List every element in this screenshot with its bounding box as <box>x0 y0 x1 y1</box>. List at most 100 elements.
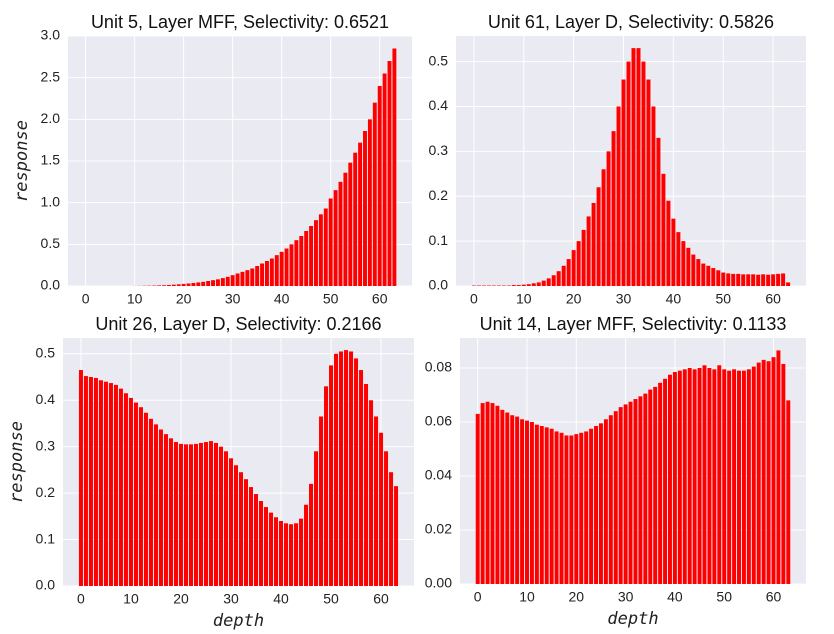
bar <box>259 501 264 586</box>
bar <box>181 283 186 286</box>
bar <box>601 169 606 286</box>
bar <box>589 428 594 584</box>
chart-title: Unit 5, Layer MFF, Selectivity: 0.6521 <box>91 12 389 32</box>
bar <box>245 270 250 286</box>
bar <box>203 442 208 586</box>
x-tick-label: 30 <box>225 291 241 307</box>
bar <box>653 386 658 584</box>
x-tick-label: 20 <box>173 591 189 607</box>
bar <box>556 271 561 286</box>
bar <box>218 446 223 586</box>
bar <box>676 232 681 286</box>
x-tick-label: 40 <box>667 589 683 605</box>
bar <box>633 399 638 584</box>
bar <box>564 435 569 584</box>
bar <box>591 202 596 286</box>
bar <box>294 240 299 286</box>
bar <box>264 261 269 286</box>
bar <box>531 283 536 286</box>
bar <box>176 284 181 286</box>
y-tick-label: 0.02 <box>425 521 452 537</box>
x-tick-label: 60 <box>372 291 388 307</box>
bar <box>309 226 314 286</box>
bar <box>697 367 702 584</box>
bar <box>279 520 284 586</box>
bar <box>638 396 643 584</box>
bar <box>254 494 259 586</box>
x-tick-label: 60 <box>765 291 781 307</box>
bar <box>379 432 384 586</box>
bar <box>641 61 646 287</box>
bar <box>623 404 628 584</box>
bar <box>485 401 490 584</box>
bar <box>171 284 176 286</box>
bar <box>712 369 717 584</box>
bar <box>510 415 515 584</box>
x-tick-label: 50 <box>323 291 339 307</box>
bar <box>746 274 751 286</box>
bar <box>128 397 133 586</box>
bar <box>505 412 510 584</box>
y-tick-label: 0.06 <box>425 413 452 429</box>
x-axis-label: depth <box>213 611 264 631</box>
bar <box>761 274 766 286</box>
bar <box>636 48 641 286</box>
bar <box>211 280 216 286</box>
bar <box>255 266 260 286</box>
bar <box>716 270 721 286</box>
bar <box>686 247 691 286</box>
bar <box>108 383 113 586</box>
x-tick-label: 10 <box>127 291 143 307</box>
bar <box>220 278 225 286</box>
bar <box>611 131 616 286</box>
x-tick-label: 20 <box>176 291 192 307</box>
bar <box>566 259 571 286</box>
bar <box>318 214 323 286</box>
bar <box>766 361 771 584</box>
bar <box>658 382 663 584</box>
y-tick-label: 0.5 <box>36 344 56 360</box>
bar <box>213 442 218 586</box>
x-tick-label: 40 <box>274 291 290 307</box>
bar <box>339 351 344 586</box>
bar <box>579 432 584 584</box>
bar <box>284 523 289 586</box>
bar <box>274 255 279 286</box>
bar <box>338 181 343 286</box>
bar <box>333 190 338 286</box>
bar <box>88 377 93 586</box>
bar <box>756 362 761 584</box>
bar <box>771 357 776 584</box>
bar <box>571 250 576 286</box>
bar <box>663 378 668 584</box>
bar <box>516 285 521 286</box>
bar <box>569 435 574 584</box>
bar <box>711 268 716 286</box>
bar <box>372 102 377 287</box>
bar <box>324 386 329 586</box>
bar <box>343 172 348 286</box>
bar <box>520 419 525 584</box>
chart-title: Unit 26, Layer D, Selectivity: 0.2166 <box>95 314 381 334</box>
y-tick-label: 0.5 <box>41 235 61 251</box>
bar <box>515 416 520 584</box>
bar <box>113 384 118 586</box>
y-tick-label: 0.08 <box>425 359 452 375</box>
bar <box>746 369 751 584</box>
bar <box>344 350 349 586</box>
bar <box>751 274 756 286</box>
bar <box>198 442 203 586</box>
bar <box>228 458 233 586</box>
y-tick-label: 0.0 <box>41 277 61 293</box>
y-axis-label: response <box>7 421 27 503</box>
bar <box>191 283 196 286</box>
bar <box>781 273 786 286</box>
bar <box>299 518 304 586</box>
bar <box>692 369 697 584</box>
bar <box>776 350 781 584</box>
bar <box>766 274 771 286</box>
bar <box>349 351 354 586</box>
bar <box>123 393 128 586</box>
bar <box>364 383 369 586</box>
bar <box>648 389 653 584</box>
